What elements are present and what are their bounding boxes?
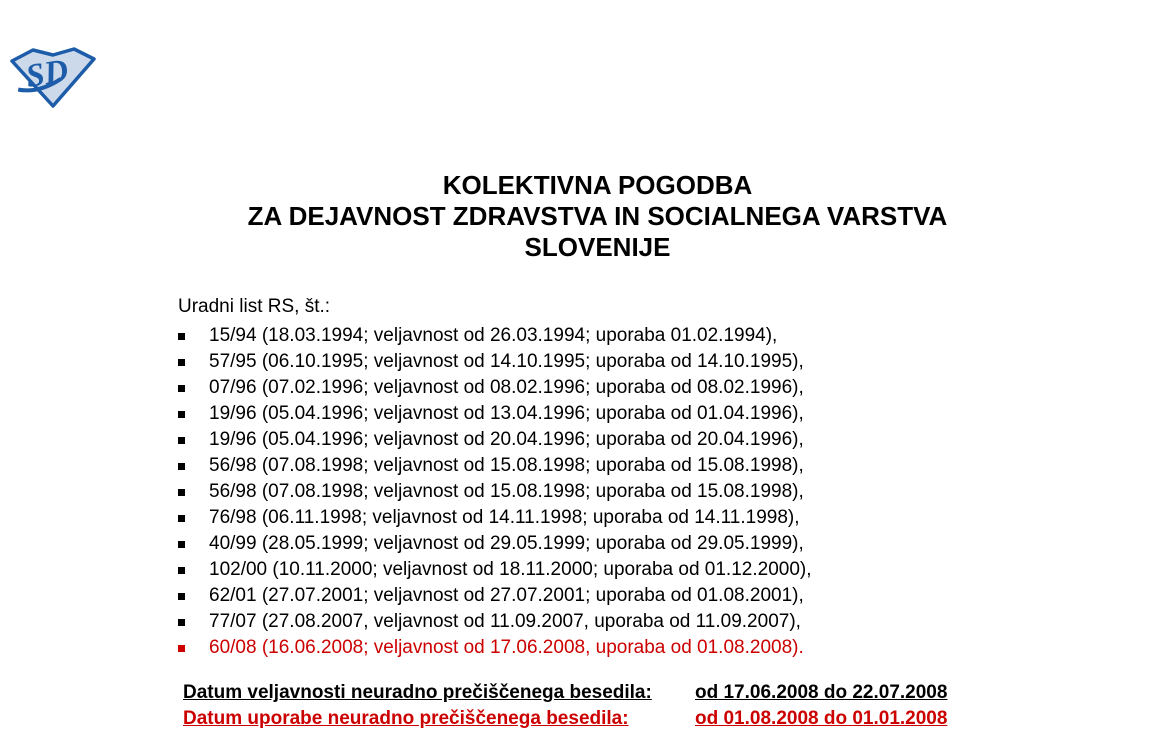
square-bullet-icon <box>178 567 185 574</box>
list-item: 57/95 (06.10.1995; veljavnost od 14.10.1… <box>178 349 812 375</box>
list-item-text: 57/95 (06.10.1995; veljavnost od 14.10.1… <box>209 351 804 372</box>
list-item: 60/08 (16.06.2008; veljavnost od 17.06.2… <box>178 635 812 661</box>
list-item-text: 40/99 (28.05.1999; veljavnost od 29.05.1… <box>209 533 804 554</box>
square-bullet-icon <box>178 593 185 600</box>
footer-row: Datum uporabe neuradno prečiščenega bese… <box>183 706 947 732</box>
list-item-text: 56/98 (07.08.1998; veljavnost od 15.08.1… <box>209 481 804 502</box>
list-item-text: 62/01 (27.07.2001; veljavnost od 27.07.2… <box>209 585 804 606</box>
list-item-text: 77/07 (27.08.2007, veljavnost od 11.09.2… <box>209 611 801 632</box>
title-line-3: SLOVENIJE <box>524 232 671 262</box>
list-item: 19/96 (05.04.1996; veljavnost od 20.04.1… <box>178 427 812 453</box>
square-bullet-icon <box>178 333 185 340</box>
title-line-1: KOLEKTIVNA POGODBA <box>442 170 753 200</box>
footer-row-value: od 17.06.2008 do 22.07.2008 <box>695 682 948 703</box>
footer-dates: Datum veljavnosti neuradno prečiščenega … <box>183 680 947 732</box>
square-bullet-icon <box>178 437 185 444</box>
square-bullet-icon <box>178 411 185 418</box>
gazette-list-block: Uradni list RS, št.: 15/94 (18.03.1994; … <box>178 293 812 661</box>
list-item: 07/96 (07.02.1996; veljavnost od 08.02.1… <box>178 375 812 401</box>
list-header: Uradni list RS, št.: <box>178 296 331 317</box>
svg-text:SD: SD <box>24 53 71 95</box>
list-item-text: 60/08 (16.06.2008; veljavnost od 17.06.2… <box>209 637 804 658</box>
square-bullet-icon <box>178 645 185 652</box>
list-item-text: 19/96 (05.04.1996; veljavnost od 13.04.1… <box>209 403 804 424</box>
list-item: 19/96 (05.04.1996; veljavnost od 13.04.1… <box>178 401 812 427</box>
list-item-text: 56/98 (07.08.1998; veljavnost od 15.08.1… <box>209 455 804 476</box>
square-bullet-icon <box>178 515 185 522</box>
square-bullet-icon <box>178 359 185 366</box>
list-item: 62/01 (27.07.2001; veljavnost od 27.07.2… <box>178 583 812 609</box>
list-item: 77/07 (27.08.2007, veljavnost od 11.09.2… <box>178 609 812 635</box>
list-item-text: 07/96 (07.02.1996; veljavnost od 08.02.1… <box>209 377 804 398</box>
list-item-text: 15/94 (18.03.1994; veljavnost od 26.03.1… <box>209 325 778 346</box>
list-item: 76/98 (06.11.1998; veljavnost od 14.11.1… <box>178 505 812 531</box>
list-item: 40/99 (28.05.1999; veljavnost od 29.05.1… <box>178 531 812 557</box>
sd-logo-icon: SD <box>10 47 96 109</box>
document-title: KOLEKTIVNA POGODBA ZA DEJAVNOST ZDRAVSTV… <box>19 170 1157 263</box>
square-bullet-icon <box>178 619 185 626</box>
list-item-text: 76/98 (06.11.1998; veljavnost od 14.11.1… <box>209 507 800 528</box>
gazette-list: 15/94 (18.03.1994; veljavnost od 26.03.1… <box>178 323 812 661</box>
list-item-text: 102/00 (10.11.2000; veljavnost od 18.11.… <box>209 559 812 580</box>
footer-row: Datum veljavnosti neuradno prečiščenega … <box>183 680 947 706</box>
square-bullet-icon <box>178 489 185 496</box>
square-bullet-icon <box>178 385 185 392</box>
square-bullet-icon <box>178 541 185 548</box>
list-item: 102/00 (10.11.2000; veljavnost od 18.11.… <box>178 557 812 583</box>
footer-row-label: Datum veljavnosti neuradno prečiščenega … <box>183 682 652 703</box>
title-line-2: ZA DEJAVNOST ZDRAVSTVA IN SOCIALNEGA VAR… <box>247 201 948 231</box>
list-item: 56/98 (07.08.1998; veljavnost od 15.08.1… <box>178 453 812 479</box>
list-item: 56/98 (07.08.1998; veljavnost od 15.08.1… <box>178 479 812 505</box>
list-item: 15/94 (18.03.1994; veljavnost od 26.03.1… <box>178 323 812 349</box>
footer-row-value: od 01.08.2008 do 01.01.2008 <box>695 708 948 729</box>
square-bullet-icon <box>178 463 185 470</box>
list-item-text: 19/96 (05.04.1996; veljavnost od 20.04.1… <box>209 429 804 450</box>
footer-row-label: Datum uporabe neuradno prečiščenega bese… <box>183 708 629 729</box>
